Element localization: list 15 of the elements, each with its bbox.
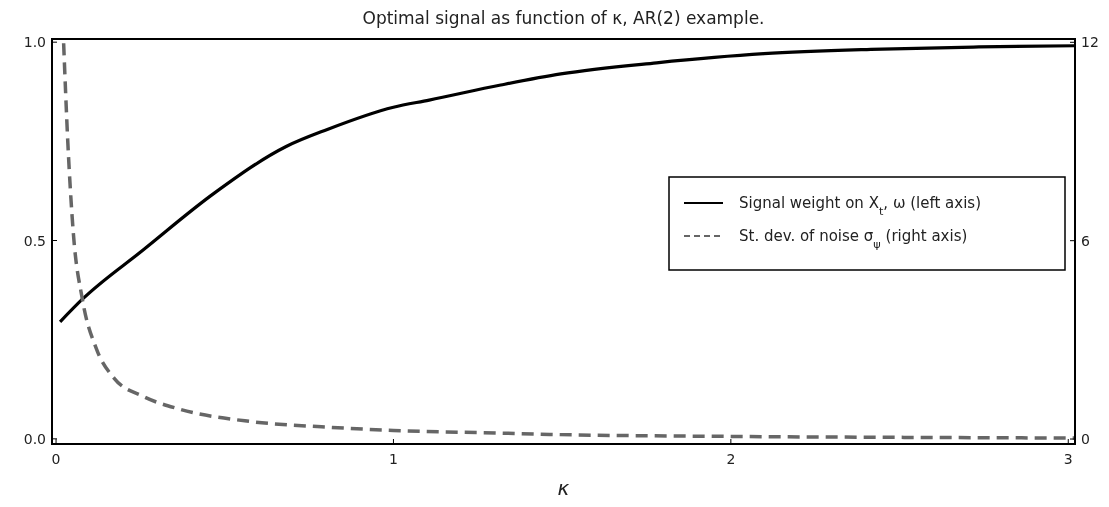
line-series (61, 41, 1075, 440)
legend-label: St. dev. of noise σ$_{ψ}$ (right axis) (739, 227, 968, 251)
y-tick-label: 1.0 (23, 34, 46, 51)
legend-label: Signal weight on X$_{t}$, ω (left axis) (739, 194, 982, 218)
x-tick-label: 3 (1063, 451, 1073, 467)
y2-tick-label: 0 (1081, 431, 1090, 448)
x-tick-label: 2 (726, 451, 736, 467)
x-tick-label: 0 (51, 451, 61, 467)
x-axis-title: κ (557, 476, 570, 500)
x-tick-label: 1 (388, 451, 398, 467)
y2-tick-label: 12 (1081, 34, 1099, 51)
y-tick-label: 0.0 (23, 430, 46, 447)
y2-tick-label: 6 (1081, 232, 1090, 249)
chart-title: Optimal signal as function of κ, AR(2) example. (362, 8, 765, 28)
y-tick-label: 0.5 (23, 232, 46, 249)
